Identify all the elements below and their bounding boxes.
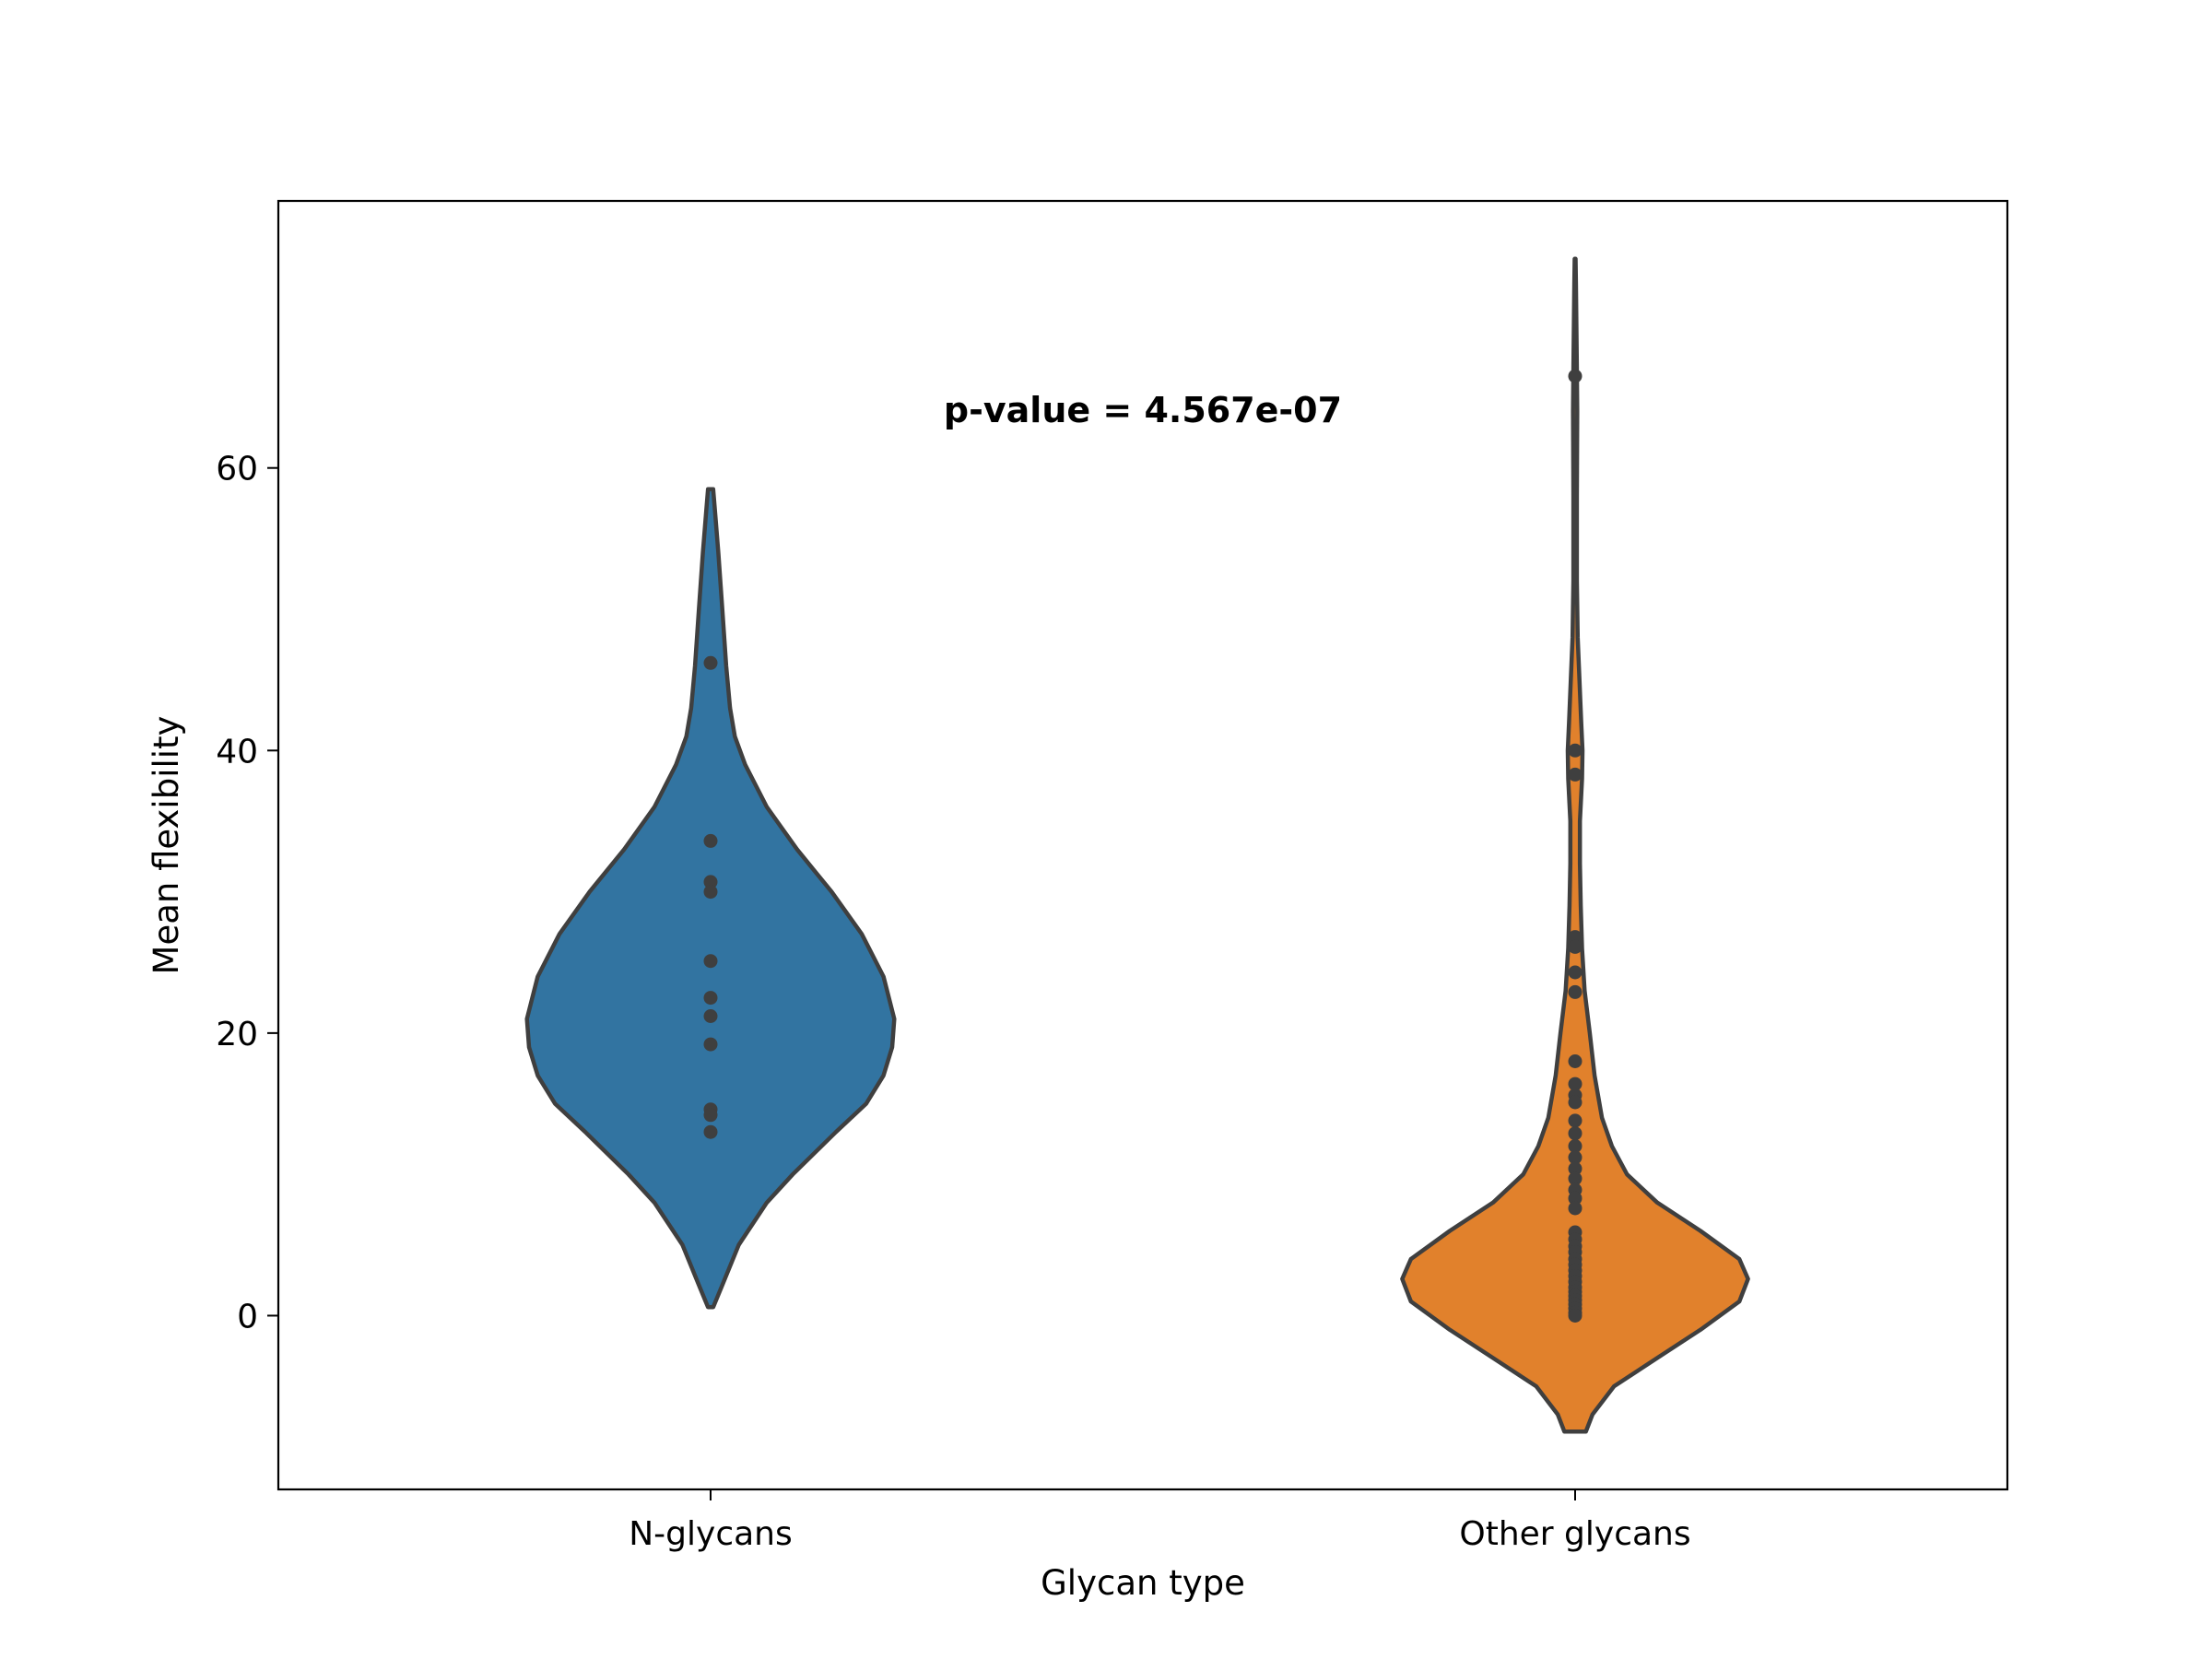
x-axis-ticks: N-glycans Other glycans — [629, 1489, 1691, 1553]
y-tick-label: 40 — [216, 733, 258, 771]
data-point — [1568, 1191, 1583, 1206]
data-point — [1568, 1139, 1583, 1153]
data-point — [1568, 939, 1583, 954]
data-point — [1568, 1309, 1583, 1323]
x-axis-label: Glycan type — [1041, 1563, 1245, 1603]
points-layer — [703, 369, 1583, 1323]
data-point — [1568, 1077, 1583, 1091]
data-point — [1568, 965, 1583, 980]
data-point — [1568, 1150, 1583, 1165]
data-point — [703, 655, 718, 670]
y-tick-label: 60 — [216, 451, 258, 488]
data-point — [1568, 930, 1583, 945]
data-point — [1568, 984, 1583, 999]
data-point — [1568, 767, 1583, 782]
data-point — [703, 954, 718, 969]
data-point — [1568, 1113, 1583, 1128]
data-point — [703, 1108, 718, 1123]
data-point — [703, 1124, 718, 1139]
data-point — [703, 885, 718, 900]
x-tick-label: Other glycans — [1459, 1515, 1690, 1553]
p-value-annotation: p-value = 4.567e-07 — [944, 390, 1342, 430]
data-point — [1568, 1054, 1583, 1068]
data-point — [703, 833, 718, 848]
plot-frame — [276, 199, 2009, 1491]
y-tick-label: 0 — [237, 1298, 258, 1335]
data-point — [1568, 1126, 1583, 1141]
y-tick-label: 20 — [216, 1016, 258, 1053]
data-point — [703, 875, 718, 889]
y-axis-ticks: 0 20 40 60 — [216, 451, 278, 1335]
data-point — [1568, 369, 1583, 383]
data-point — [703, 1009, 718, 1023]
x-tick-label: N-glycans — [629, 1515, 793, 1553]
data-point — [1568, 1095, 1583, 1110]
y-axis-label: Mean flexibility — [147, 716, 186, 975]
data-point — [703, 1037, 718, 1052]
data-point — [1568, 1161, 1583, 1176]
data-point — [1568, 1201, 1583, 1216]
data-point — [703, 991, 718, 1006]
data-point — [1568, 743, 1583, 758]
violin-other-glycans — [1400, 256, 1750, 1434]
data-point — [1568, 1171, 1583, 1186]
